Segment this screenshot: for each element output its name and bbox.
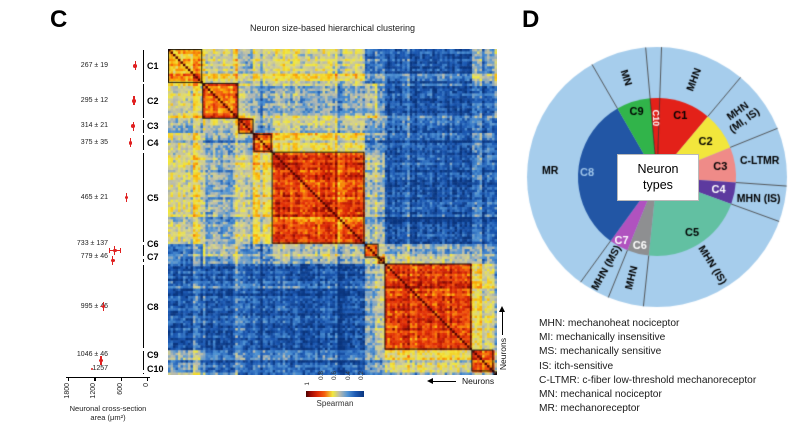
spearman-colorbar — [306, 391, 364, 397]
cluster-bracket — [143, 119, 145, 133]
cluster-stat-label: 1257 — [92, 365, 108, 373]
cluster-stat-label: 733 ± 137 — [76, 239, 108, 247]
cluster-id-label: C6 — [147, 238, 159, 249]
cluster-id-label: C5 — [147, 192, 159, 203]
spearman-colorbar-tick-label: 0.4 — [344, 371, 352, 381]
area-axis-tick — [147, 377, 149, 381]
area-axis-tick-label: 1200 — [90, 383, 98, 399]
cluster-stat-label: 779 ± 46 — [80, 252, 108, 260]
cluster-stat-label: 267 ± 19 — [80, 61, 108, 69]
area-axis-line — [66, 377, 150, 379]
cluster-id-label: C7 — [147, 251, 159, 262]
cluster-stat-label: 995 ± 46 — [80, 302, 108, 310]
cluster-bracket — [143, 264, 145, 349]
area-axis-caption-line2: area (μm²) — [90, 413, 126, 423]
cluster-id-label: C1 — [147, 60, 159, 71]
abbreviation-legend: MHN: mechanoheat nociceptor MI: mechanica… — [539, 317, 756, 416]
legend-line: C-LTMR: c-fiber low-threshold mechanorec… — [539, 374, 757, 386]
cluster-bracket — [143, 372, 145, 375]
heatmap-title: Neuron size-based hierarchical clusterin… — [249, 23, 416, 33]
area-axis-tick-label: 0 — [143, 383, 150, 387]
cluster-bracket — [143, 258, 145, 263]
pie-center-box: Neuron types — [617, 154, 699, 201]
cluster-bracket — [143, 244, 145, 257]
neurons-arrow-right-head-icon — [499, 306, 505, 312]
mean-point — [128, 140, 133, 145]
neurons-label-bottom: Neurons — [462, 376, 495, 386]
legend-line: MS: mechanically sensitive — [539, 346, 662, 358]
mean-point — [113, 248, 117, 253]
cluster-id-label: C3 — [147, 121, 159, 132]
mean-point — [133, 64, 138, 68]
area-axis-tick — [120, 377, 122, 381]
cluster-id-label: C2 — [147, 95, 159, 106]
mean-point — [111, 258, 115, 263]
legend-line: MN: mechanical nociceptor — [539, 389, 662, 401]
spearman-colorbar-tick-label: 0.8 — [317, 371, 325, 381]
legend-line: MR: mechanoreceptor — [539, 403, 640, 415]
cluster-stat-label: 314 ± 21 — [80, 122, 108, 130]
mean-point — [90, 368, 94, 371]
correlation-heatmap — [168, 49, 497, 375]
mean-point — [124, 195, 129, 200]
area-axis-tick — [68, 377, 70, 381]
pie-center-line1: Neuron — [637, 161, 679, 176]
mean-point — [99, 358, 103, 363]
cluster-bracket — [143, 50, 145, 82]
area-axis-tick — [94, 377, 96, 381]
cluster-id-label: C4 — [147, 137, 159, 148]
pie-center-line2: types — [643, 177, 673, 192]
cluster-bracket — [143, 152, 145, 243]
panel-c-label: C — [50, 6, 68, 33]
cluster-stat-label: 465 ± 21 — [80, 193, 108, 201]
mean-error-bar-cap — [108, 248, 110, 254]
area-axis-tick-label: 600 — [116, 383, 124, 395]
mean-point — [131, 124, 135, 129]
legend-line: MI: mechanically insensitive — [539, 332, 666, 344]
neurons-arrow-bottom-line — [432, 381, 456, 383]
cluster-bracket — [143, 134, 145, 151]
mean-point — [101, 304, 106, 309]
area-axis-caption: Neuronal cross-section area (μm²) — [50, 404, 166, 423]
cluster-stat-label: 295 ± 12 — [80, 96, 108, 104]
cluster-stat-label: 375 ± 35 — [80, 138, 108, 146]
legend-line: IS: itch-sensitive — [539, 360, 614, 372]
cluster-id-label: C10 — [147, 364, 164, 375]
neurons-arrow-bottom-head-icon — [427, 378, 433, 384]
spearman-colorbar-tick-label: 1 — [304, 381, 311, 386]
mean-point — [132, 99, 136, 103]
panel-d-label: D — [522, 6, 540, 33]
cluster-id-label: C9 — [147, 350, 159, 361]
spearman-colorbar-tick-label: 0.2 — [358, 371, 365, 381]
cluster-bracket — [143, 350, 145, 371]
area-axis-caption-line1: Neuronal cross-section — [69, 404, 147, 413]
neurons-label-right: Neurons — [498, 338, 508, 371]
cluster-stat-label: 1046 ± 46 — [76, 351, 108, 359]
spearman-colorbar-label: Spearman — [316, 399, 354, 408]
spearman-colorbar-tick-label: 0.6 — [331, 371, 338, 381]
legend-line: MHN: mechanoheat nociceptor — [539, 318, 680, 329]
area-axis-tick-label: 1800 — [64, 383, 71, 399]
mean-error-bar-cap — [119, 248, 121, 254]
cluster-bracket — [143, 84, 145, 118]
cluster-id-label: C8 — [147, 301, 159, 312]
neurons-arrow-right-line — [502, 311, 504, 335]
